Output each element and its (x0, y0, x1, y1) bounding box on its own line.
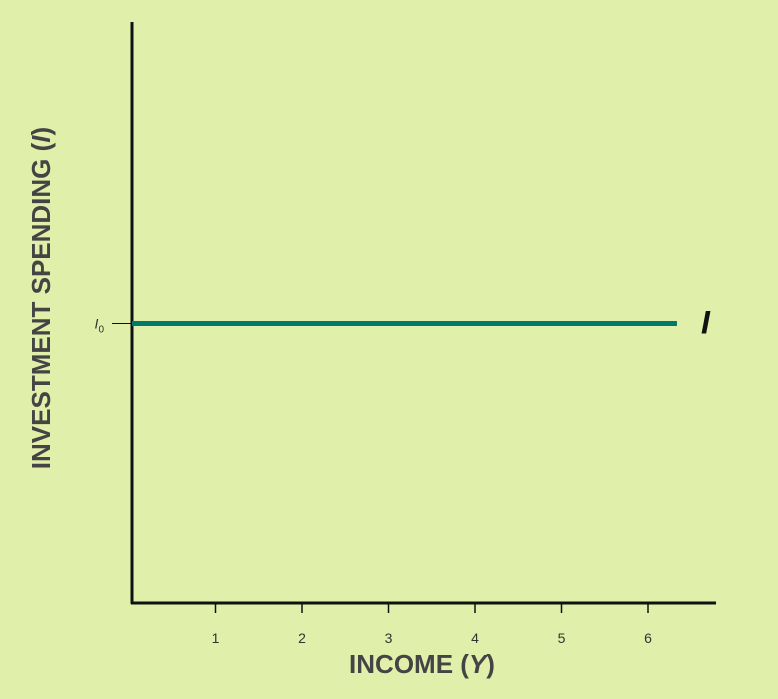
x-tick-label-5: 5 (558, 630, 566, 646)
x-tick-label-2: 2 (298, 630, 306, 646)
x-tick-label-4: 4 (471, 630, 479, 646)
y-axis-title-var: I (26, 135, 56, 143)
series-group: I (132, 305, 711, 341)
y-tick-label-i0: I0 (95, 316, 105, 336)
y-tick-sub: 0 (98, 325, 104, 336)
x-tick-label-1: 1 (212, 630, 220, 646)
x-tick-label-6: 6 (644, 630, 652, 646)
x-axis-title-close: ) (486, 649, 495, 679)
y-axis-title-close: ) (26, 127, 56, 136)
series-label-I: I (701, 305, 711, 341)
x-ticks-group: 1 2 3 4 5 6 (212, 603, 652, 646)
x-axis-title-text: INCOME ( (349, 649, 469, 679)
y-tick-base: I (95, 316, 99, 332)
x-axis-title: INCOME (Y) (349, 649, 495, 679)
y-axis-title-text: INVESTMENT SPENDING ( (26, 142, 56, 469)
x-tick-label-3: 3 (385, 630, 393, 646)
x-axis-title-var: Y (469, 649, 489, 679)
y-axis-title: INVESTMENT SPENDING (I) (26, 127, 56, 469)
